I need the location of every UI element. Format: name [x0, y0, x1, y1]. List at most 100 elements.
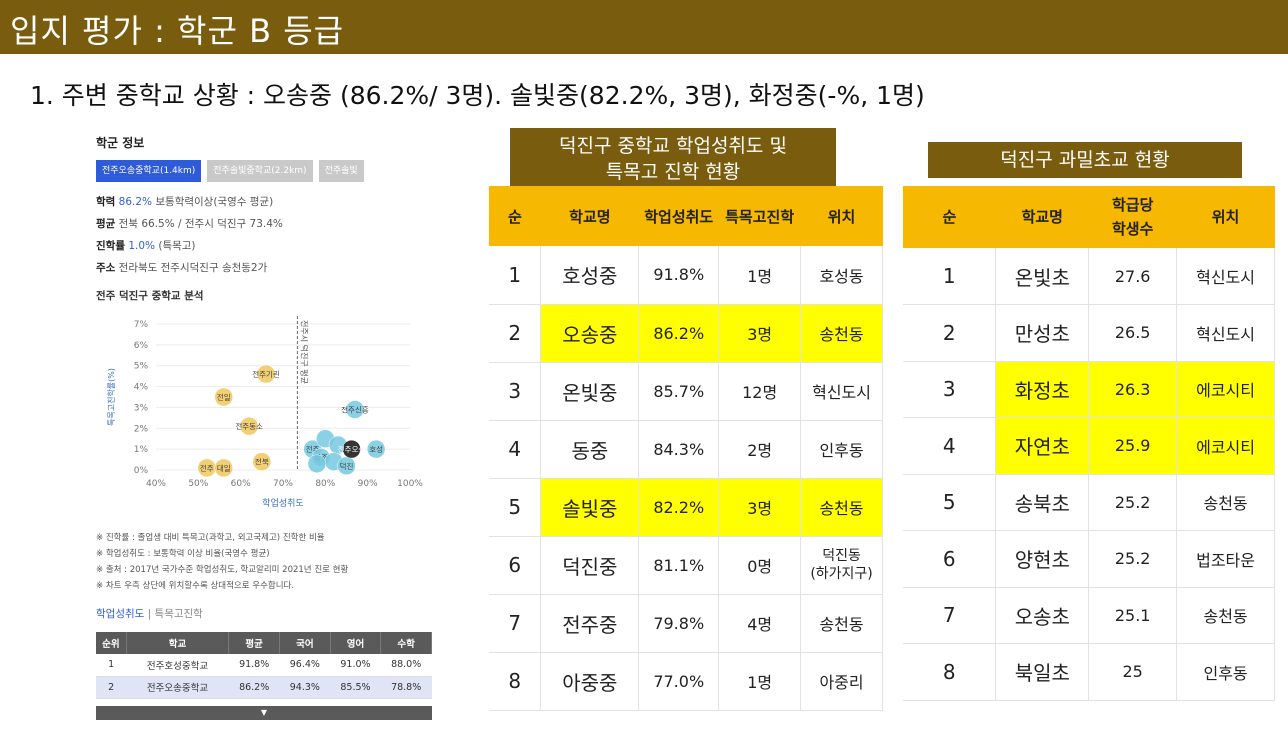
class-size: 25 — [1088, 643, 1178, 701]
row-number: 1 — [489, 246, 542, 305]
col-class-size-line1: 학급당 — [1111, 196, 1154, 214]
col-class-size: 학급당 학생수 — [1088, 186, 1177, 248]
achievement-rate: 82.2% — [638, 478, 720, 537]
y-tick-label: 5% — [134, 362, 149, 372]
chart-title: 전주 덕진구 중학교 분석 — [96, 290, 204, 302]
table-row: 4 자연초 25.9 에코시티 — [903, 417, 1275, 475]
middle-caption-line2: 특목고 진학 현황 — [605, 161, 741, 183]
school-name: 아중중 — [540, 652, 640, 711]
x-tick-label: 100% — [397, 479, 423, 489]
data-point — [252, 452, 272, 471]
location: 법조타운 — [1176, 530, 1275, 588]
achievement-rate: 85.7% — [638, 362, 720, 421]
info-rate-value: 86.2% — [118, 196, 153, 208]
cell: 88.0% — [380, 654, 432, 677]
elementary-table: 순 학교명 학급당 학생수 위치 1 온빛초 27.6 혁신도시 2 만성초 26.5 혁신도시… — [903, 186, 1275, 701]
row-number: 1 — [903, 248, 997, 305]
col-avg[interactable]: 평균 — [228, 632, 280, 654]
data-point — [366, 439, 386, 459]
school-name: 양현초 — [995, 530, 1090, 588]
school-name: 화정초 — [995, 361, 1090, 418]
reference-line-label: 전주시 덕진구 평균 — [299, 320, 309, 384]
location: 덕진동 (하가지구) — [800, 536, 883, 595]
achievement-rate: 84.3% — [638, 420, 720, 479]
location-line2: (하가지구) — [810, 566, 873, 582]
cell: 86.2% — [228, 676, 280, 699]
subtab-achievement[interactable]: 학업성취도 — [96, 608, 145, 620]
y-tick-label: 6% — [134, 341, 149, 351]
page-title: 입지 평가 : 학군 B 등급 — [10, 12, 345, 50]
row-number: 8 — [903, 643, 997, 701]
table-row: 7 오송초 25.1 송천동 — [903, 587, 1275, 644]
data-point — [342, 439, 361, 459]
row-number: 6 — [489, 536, 542, 595]
special-high-count: 1명 — [718, 652, 802, 711]
table-row: 2 오송중 86.2% 3명 송천동 — [489, 304, 883, 363]
ranking-table: 순위 학교 평균 국어 영어 수학 1 전주호성중학교 91.8% 96.4% … — [96, 632, 432, 699]
location-line1: 덕진동 — [822, 548, 861, 564]
table-row[interactable]: 2 전주오송중학교 86.2% 94.3% 85.5% 78.8% — [96, 676, 432, 699]
right-caption: 덕진구 과밀초교 현황 — [928, 142, 1242, 178]
data-label: 대일 — [217, 464, 231, 473]
x-tick-label: 70% — [273, 479, 293, 489]
location: 에코시티 — [1176, 361, 1275, 418]
table-row: 5 송북초 25.2 송천동 — [903, 474, 1275, 531]
data-label: 전주 — [200, 463, 214, 473]
col-math[interactable]: 수학 — [380, 632, 432, 654]
x-tick-label: 50% — [188, 479, 208, 489]
table-row: 3 화정초 26.3 에코시티 — [903, 361, 1275, 418]
school-name: 덕진중 — [540, 536, 640, 595]
table-row[interactable]: 1 전주호성중학교 91.8% 96.4% 91.0% 88.0% — [96, 654, 432, 677]
col-rank[interactable]: 순위 — [96, 632, 127, 654]
y-tick-label: 2% — [134, 424, 149, 434]
cell: 1 — [96, 654, 127, 677]
table-row: 1 온빛초 27.6 혁신도시 — [903, 248, 1275, 305]
data-label: 전일 — [217, 392, 231, 402]
expand-button[interactable]: ▼ — [96, 706, 432, 720]
subtab-special-high[interactable]: 특목고진학 — [154, 608, 203, 620]
info-addr-value: 전라북도 전주시덕진구 송천동2가 — [118, 262, 268, 274]
class-size: 25.1 — [1088, 587, 1178, 644]
col-number: 순 — [903, 186, 996, 248]
col-special-high: 특목고진학 — [718, 186, 801, 246]
row-number: 7 — [489, 594, 542, 653]
col-number: 순 — [489, 186, 541, 246]
row-number: 3 — [489, 362, 542, 421]
row-number: 2 — [489, 304, 542, 363]
info-avg-value: 전북 66.5% / 전주시 덕진구 73.4% — [118, 218, 283, 230]
cell: 78.8% — [380, 676, 432, 699]
col-school-name: 학교명 — [995, 186, 1089, 248]
note-2: ※ 학업성취도 : 보통학력 이상 비율(국영수 평균) — [96, 549, 270, 559]
col-english[interactable]: 영어 — [330, 632, 382, 654]
cell: 전주호성중학교 — [126, 654, 229, 677]
tab-solbit-2[interactable]: 전주솔빛 — [318, 160, 364, 182]
tab-solbit[interactable]: 전주솔빛중학교(2.2km) — [207, 160, 313, 182]
data-label: 전주 — [306, 444, 320, 454]
data-point — [256, 364, 276, 384]
special-high-count: 3명 — [718, 478, 802, 537]
middle-caption: 덕진구 중학교 학업성취도 및 특목고 진학 현황 — [510, 128, 836, 190]
col-korean[interactable]: 국어 — [279, 632, 331, 654]
row-number: 4 — [903, 417, 997, 475]
cell: 2 — [96, 676, 127, 699]
achievement-rate: 79.8% — [638, 594, 720, 653]
school-tabs: 전주오송중학교(1.4km) 전주솔빛중학교(2.2km) 전주솔빛 — [96, 160, 432, 182]
location: 송천동 — [800, 594, 883, 653]
data-point — [214, 458, 233, 478]
data-label: 전주신흥 — [341, 405, 369, 415]
y-axis-label: 특목고진학률(%) — [106, 368, 116, 426]
achievement-rate: 81.1% — [638, 536, 720, 595]
info-adv-suffix: (특목고) — [158, 240, 196, 252]
row-number: 4 — [489, 420, 542, 479]
special-high-count: 12명 — [718, 362, 802, 421]
school-info-panel: 학군 정보 전주오송중학교(1.4km) 전주솔빛중학교(2.2km) 전주솔빛 학… — [96, 126, 432, 726]
y-tick-label: 3% — [134, 403, 149, 413]
tab-osong[interactable]: 전주오송중학교(1.4km) — [96, 160, 202, 182]
col-school[interactable]: 학교 — [126, 632, 230, 654]
data-label: 전주동소 — [235, 421, 263, 431]
scatter-chart: 0% 1% 2% 3% 4% 5% 6% 7% 40% 50% 60% 70% 80% 90% 100% 학업… — [106, 316, 423, 509]
x-axis-label: 학업성취도 — [262, 498, 303, 509]
row-number: 5 — [903, 474, 997, 531]
col-location: 위치 — [800, 186, 883, 246]
info-avg-label: 평균 — [96, 218, 116, 230]
